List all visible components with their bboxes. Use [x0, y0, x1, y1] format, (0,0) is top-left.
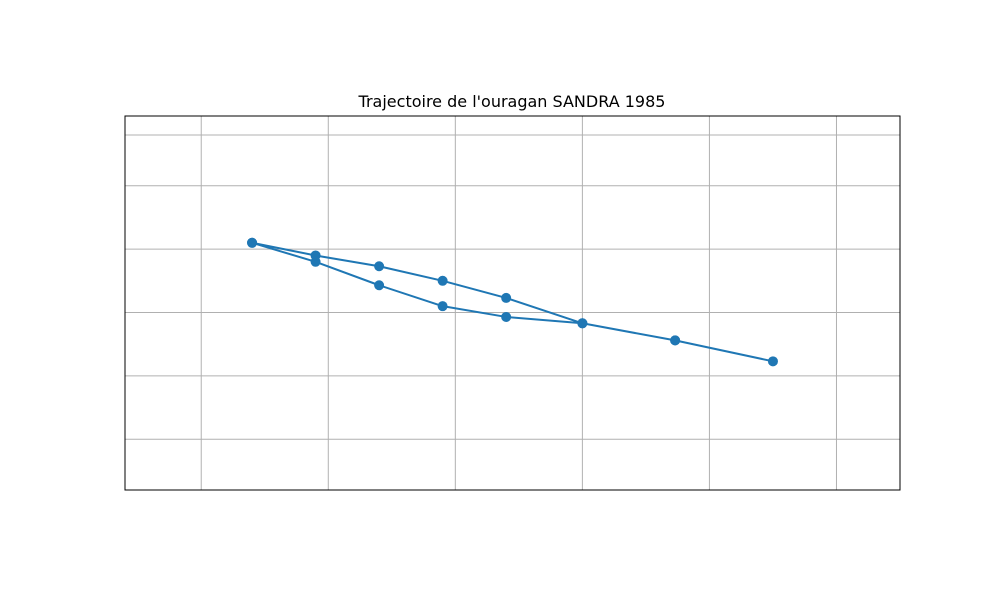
data-point-0-2: [374, 280, 385, 291]
chart-title: Trajectoire de l'ouragan SANDRA 1985: [358, 92, 666, 111]
data-point-0-7: [767, 356, 778, 367]
data-point-0-3: [437, 301, 448, 312]
data-point-0-14: [247, 237, 258, 248]
data-point-0-13: [310, 250, 321, 261]
data-point-0-9: [577, 318, 588, 329]
marker-layer: [247, 237, 778, 367]
data-point-0-4: [501, 311, 512, 322]
grid: [125, 116, 900, 490]
data-point-0-8: [670, 335, 681, 346]
data-point-0-12: [374, 261, 385, 272]
data-point-0-10: [501, 292, 512, 303]
data-point-0-11: [437, 275, 448, 286]
series-layer: [251, 241, 774, 363]
series-line-0: [251, 241, 774, 363]
plot-frame: [124, 115, 901, 491]
